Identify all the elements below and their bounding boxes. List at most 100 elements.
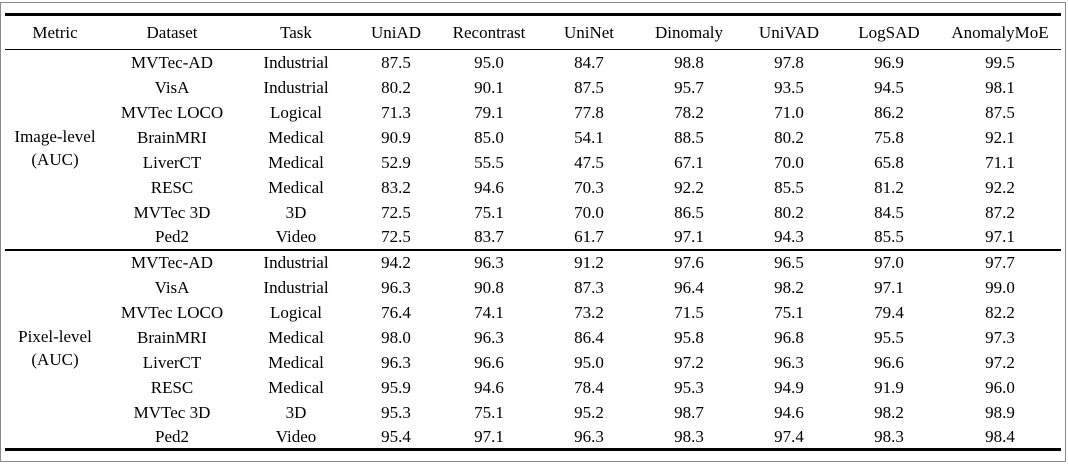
dataset-cell: BrainMRI xyxy=(137,127,207,147)
value-cell-recontrast: 79.1 xyxy=(474,102,504,122)
value-cell-logsad: 81.2 xyxy=(874,177,904,197)
value-cell-uniad: 52.9 xyxy=(381,152,411,172)
value-cell-anomalymoe: 71.1 xyxy=(985,152,1015,172)
dataset-cell: Ped2 xyxy=(155,426,189,446)
task-cell: Medical xyxy=(268,327,324,347)
value-cell-dinomaly: 86.5 xyxy=(674,202,704,222)
dataset-cell: LiverCT xyxy=(142,352,202,372)
value-cell-uniad: 95.3 xyxy=(381,402,411,422)
value-cell-uninet: 78.4 xyxy=(574,377,604,397)
value-cell-uniad: 96.3 xyxy=(381,352,411,372)
task-cell: Medical xyxy=(268,352,324,372)
value-cell-uninet: 61.7 xyxy=(574,227,604,246)
value-cell-uninet: 70.0 xyxy=(574,202,604,222)
column-header-metric: Metric xyxy=(32,23,78,42)
value-cell-uniad: 87.5 xyxy=(381,52,411,72)
task-cell: 3D xyxy=(285,402,307,422)
value-cell-uniad: 72.5 xyxy=(381,227,411,246)
value-cell-univad: 80.2 xyxy=(774,202,804,222)
value-cell-univad: 96.3 xyxy=(774,352,804,372)
value-cell-logsad: 94.5 xyxy=(874,77,904,97)
value-cell-dinomaly: 71.5 xyxy=(674,302,704,322)
dataset-cell: Ped2 xyxy=(155,227,189,246)
task-cell: Logical xyxy=(270,302,322,322)
value-cell-uniad: 94.2 xyxy=(381,253,411,272)
dataset-cell: RESC xyxy=(150,377,194,397)
column-header-dinomaly: Dinomaly xyxy=(655,23,723,42)
value-cell-logsad: 85.5 xyxy=(874,227,904,246)
dataset-cell: MVTec LOCO xyxy=(120,102,224,122)
dataset-cell: LiverCT xyxy=(142,152,202,172)
column-header-task: Task xyxy=(280,23,312,42)
value-cell-dinomaly: 98.3 xyxy=(674,426,704,446)
value-cell-uniad: 83.2 xyxy=(381,177,411,197)
table-header: Metric Dataset Task UniAD Recontrast UniNet Di… xyxy=(5,14,1061,50)
table-row: LiverCT Medical 96.3 96.6 95.0 97.2 96.3 96.6 97… xyxy=(5,350,1061,375)
value-cell-logsad: 96.9 xyxy=(874,52,904,72)
value-cell-univad: 98.2 xyxy=(774,277,804,297)
value-cell-uninet: 95.0 xyxy=(574,352,604,372)
metric-label-image-level: Image-level (AUC) xyxy=(5,50,105,250)
value-cell-uninet: 96.3 xyxy=(574,426,604,446)
value-cell-anomalymoe: 87.2 xyxy=(985,202,1015,222)
value-cell-anomalymoe: 97.2 xyxy=(985,352,1015,372)
value-cell-univad: 97.4 xyxy=(774,426,804,446)
metric-line: (AUC) xyxy=(31,150,79,170)
value-cell-anomalymoe: 96.0 xyxy=(985,377,1015,397)
task-cell: Industrial xyxy=(263,253,329,272)
value-cell-uninet: 70.3 xyxy=(574,177,604,197)
value-cell-recontrast: 95.0 xyxy=(474,52,504,72)
metric-line: (AUC) xyxy=(31,350,79,370)
task-cell: 3D xyxy=(285,202,307,222)
table-row: Image-level (AUC) MVTec-AD Industrial 87.5 95… xyxy=(5,50,1061,170)
value-cell-logsad: 95.5 xyxy=(874,327,904,347)
value-cell-univad: 97.8 xyxy=(774,52,804,72)
value-cell-recontrast: 75.1 xyxy=(474,202,504,222)
value-cell-univad: 70.0 xyxy=(774,152,804,172)
value-cell-logsad: 97.0 xyxy=(874,253,904,272)
value-cell-anomalymoe: 97.7 xyxy=(985,253,1015,272)
value-cell-anomalymoe: 98.4 xyxy=(985,426,1015,446)
value-cell-dinomaly: 78.2 xyxy=(674,102,704,122)
table-row: VisA Industrial 80.2 90.1 87.5 95.7 93.5 94.5 98… xyxy=(5,75,1061,100)
task-cell: Video xyxy=(275,426,317,446)
value-cell-uniad: 95.9 xyxy=(381,377,411,397)
value-cell-logsad: 86.2 xyxy=(874,102,904,122)
value-cell-dinomaly: 97.1 xyxy=(674,227,704,246)
metric-line: Pixel-level xyxy=(18,327,92,347)
value-cell-univad: 80.2 xyxy=(774,127,804,147)
value-cell-uniad: 72.5 xyxy=(381,202,411,222)
value-cell-logsad: 98.2 xyxy=(874,402,904,422)
value-cell-logsad: 84.5 xyxy=(874,202,904,222)
value-cell-recontrast: 96.3 xyxy=(474,327,504,347)
value-cell-uninet: 84.7 xyxy=(574,52,604,72)
value-cell-univad: 85.5 xyxy=(774,177,804,197)
value-cell-anomalymoe: 87.5 xyxy=(985,102,1015,122)
table-row: Ped2 Video 72.5 83.7 61.7 97.1 94.3 85.5 97.1 xyxy=(5,225,1061,250)
value-cell-uniad: 90.9 xyxy=(381,127,411,147)
task-cell: Industrial xyxy=(263,277,329,297)
value-cell-uniad: 98.0 xyxy=(381,327,411,347)
value-cell-logsad: 79.4 xyxy=(874,302,904,322)
value-cell-logsad: 98.3 xyxy=(874,426,904,446)
table-row: RESC Medical 83.2 94.6 70.3 92.2 85.5 81.2 92.2 xyxy=(5,175,1061,200)
results-table: Metric Dataset Task UniAD Recontrast UniNet Di… xyxy=(5,13,1061,451)
task-cell: Medical xyxy=(268,377,324,397)
value-cell-uninet: 87.5 xyxy=(574,77,604,97)
value-cell-dinomaly: 97.2 xyxy=(674,352,704,372)
metric-label-pixel-level: Pixel-level (AUC) xyxy=(5,250,105,450)
value-cell-dinomaly: 88.5 xyxy=(674,127,704,147)
value-cell-recontrast: 90.8 xyxy=(474,277,504,297)
metric-line: Image-level xyxy=(14,127,96,147)
value-cell-recontrast: 96.3 xyxy=(474,253,504,272)
value-cell-univad: 94.3 xyxy=(774,227,804,246)
table-row: BrainMRI Medical 98.0 96.3 86.4 95.8 96.8 95.5 9… xyxy=(5,325,1061,350)
value-cell-recontrast: 94.6 xyxy=(474,377,504,397)
value-cell-recontrast: 85.0 xyxy=(474,127,504,147)
table-row: MVTec 3D 3D 72.5 75.1 70.0 86.5 80.2 84.5 87.2 xyxy=(5,200,1061,225)
task-cell: Logical xyxy=(270,102,322,122)
column-header-recontrast: Recontrast xyxy=(452,23,526,42)
dataset-cell: VisA xyxy=(154,277,190,297)
value-cell-anomalymoe: 99.0 xyxy=(985,277,1015,297)
value-cell-uninet: 77.8 xyxy=(574,102,604,122)
